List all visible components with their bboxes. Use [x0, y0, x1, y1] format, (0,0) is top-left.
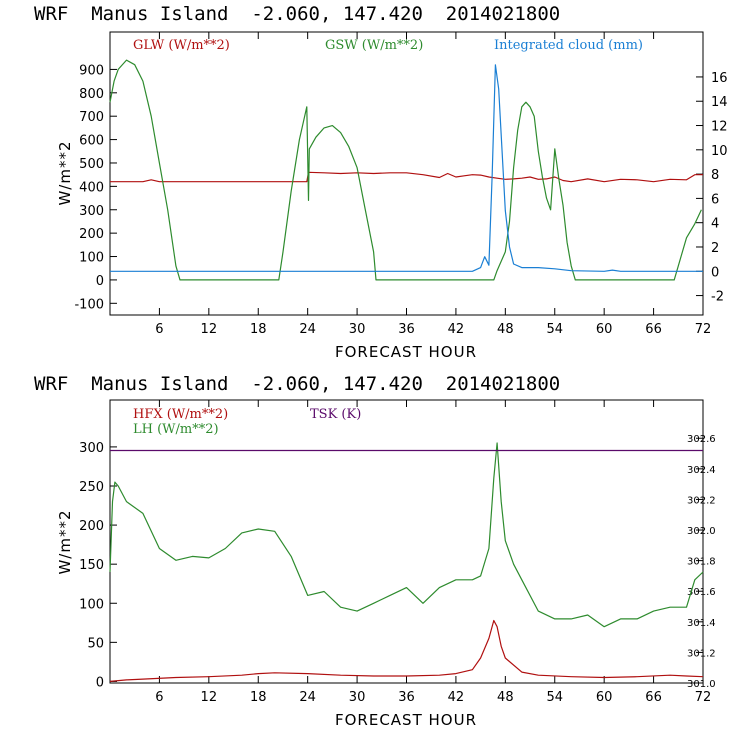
- x-axis-label: FORECAST HOUR: [335, 711, 477, 729]
- y-tick-label: 150: [79, 558, 104, 573]
- y-tick-label: 0: [96, 675, 104, 690]
- panel-fluxes: WRF Manus Island -2.060, 147.420 2014021…: [34, 373, 716, 729]
- x-tick-label: 36: [398, 690, 415, 705]
- y-tick-label: 100: [79, 251, 104, 266]
- plot-frame: [109, 31, 704, 316]
- x-tick-label: 72: [695, 690, 712, 705]
- x-axis-label: FORECAST HOUR: [335, 343, 477, 361]
- y-tick-label: 500: [79, 157, 104, 172]
- x-tick-label: 18: [250, 690, 267, 705]
- y2-tick-label: 12: [711, 120, 728, 135]
- y-tick-label: 50: [87, 636, 104, 651]
- x-tick-label: 42: [448, 322, 465, 337]
- y2-tick-label: 8: [711, 168, 719, 183]
- y-tick-label: 250: [79, 480, 104, 495]
- y2-tick-label: 302.6: [687, 434, 716, 445]
- legend-lh: LH (W/m**2): [133, 422, 219, 437]
- legend-integrated-cloud: Integrated cloud (mm): [494, 38, 643, 53]
- x-tick-label: 48: [497, 322, 514, 337]
- x-tick-label: 6: [155, 690, 163, 705]
- legend-gsw: GSW (W/m**2): [325, 38, 423, 53]
- chart-title: WRF Manus Island -2.060, 147.420 2014021…: [34, 3, 560, 25]
- series-lines: [109, 442, 704, 682]
- x-tick-label: 12: [201, 690, 218, 705]
- y2-tick-label: 301.8: [687, 557, 716, 568]
- y2-tick-label: -2: [711, 290, 724, 305]
- y-tick-label: 200: [79, 519, 104, 534]
- y-tick-label: 200: [79, 227, 104, 242]
- x-tick-label: 18: [250, 322, 267, 337]
- y2-tick-label: 0: [711, 265, 719, 280]
- series-line-lh: [109, 442, 704, 628]
- x-tick-label: 24: [299, 690, 316, 705]
- x-tick-label: 24: [299, 322, 316, 337]
- y2-tick-label: 302.4: [687, 465, 716, 476]
- series-lines: [109, 59, 703, 281]
- y2-tick-label: 301.6: [687, 587, 716, 598]
- axis-ticks: 6 12 18 24 30 36 42 48 54 60 66 72 0 50 100 150 200 250 30…: [79, 400, 716, 705]
- y-tick-label: 700: [79, 110, 104, 125]
- x-tick-label: 54: [546, 690, 563, 705]
- y-tick-label: 300: [79, 204, 104, 219]
- y-tick-label: 300: [79, 441, 104, 456]
- x-tick-label: 54: [546, 322, 563, 337]
- series-line-integrated: [110, 64, 703, 272]
- panel-radiation: WRF Manus Island -2.060, 147.420 2014021…: [34, 3, 728, 361]
- y-tick-label: 900: [79, 63, 104, 78]
- x-tick-label: 12: [201, 322, 218, 337]
- x-tick-label: 42: [448, 690, 465, 705]
- x-tick-label: 60: [596, 322, 613, 337]
- x-tick-label: 30: [349, 690, 366, 705]
- y2-tick-label: 14: [711, 95, 728, 110]
- legend-hfx: HFX (W/m**2): [133, 407, 228, 422]
- y2-tick-label: 10: [711, 144, 728, 159]
- y-axis-label: W/m**2: [56, 140, 74, 205]
- x-tick-label: 66: [645, 322, 662, 337]
- y2-tick-label: 6: [711, 192, 719, 207]
- chart-title: WRF Manus Island -2.060, 147.420 2014021…: [34, 373, 560, 395]
- y-tick-label: 800: [79, 87, 104, 102]
- y2-tick-label: 301.0: [687, 679, 716, 690]
- x-tick-label: 66: [645, 690, 662, 705]
- legend-glw: GLW (W/m**2): [133, 38, 230, 53]
- series-line-hfx: [109, 619, 704, 682]
- y2-tick-label: 16: [711, 71, 728, 86]
- y2-tick-label: 301.4: [687, 618, 716, 629]
- y-tick-label: -100: [74, 297, 104, 312]
- y2-tick-label: 2: [711, 241, 719, 256]
- y2-tick-label: 302.2: [687, 495, 716, 506]
- y2-tick-label: 302.0: [687, 526, 716, 537]
- x-tick-label: 48: [497, 690, 514, 705]
- y-tick-label: 0: [96, 274, 104, 289]
- x-tick-label: 60: [596, 690, 613, 705]
- series-line-glw: [110, 171, 703, 183]
- plot-frame: [109, 399, 704, 684]
- y2-tick-label: 301.2: [687, 648, 716, 659]
- x-tick-label: 6: [155, 322, 163, 337]
- y-tick-label: 400: [79, 180, 104, 195]
- y-tick-label: 100: [79, 597, 104, 612]
- x-tick-label: 72: [695, 322, 712, 337]
- y-tick-label: 600: [79, 134, 104, 149]
- x-tick-label: 30: [349, 322, 366, 337]
- series-line-gsw: [109, 59, 702, 281]
- axis-ticks: 6 12 18 24 30 36 42 48 54 60 66 72-1000100200300400…: [74, 32, 728, 337]
- legend-tsk: TSK (K): [310, 407, 361, 422]
- x-tick-label: 36: [398, 322, 415, 337]
- y2-tick-label: 4: [711, 217, 719, 232]
- y-axis-label: W/m**2: [56, 509, 74, 574]
